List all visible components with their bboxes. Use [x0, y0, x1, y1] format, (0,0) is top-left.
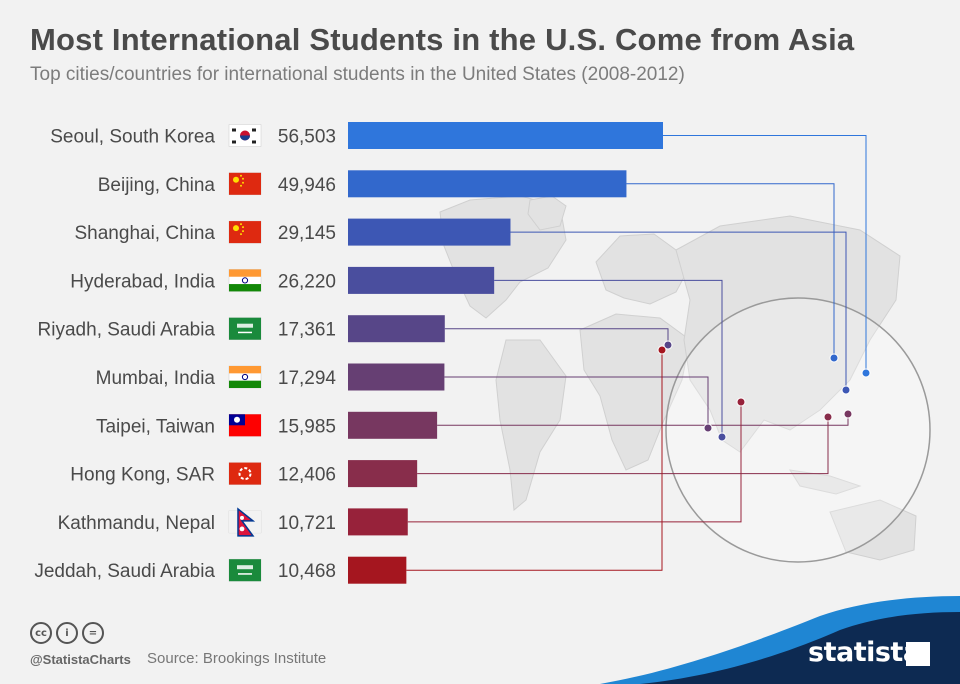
value-label: 29,145 — [278, 223, 336, 244]
category-label: Kathmandu, Nepal — [58, 513, 215, 534]
bar — [348, 266, 495, 294]
south-korea-flag — [228, 124, 262, 147]
china-flag — [228, 220, 262, 244]
license-icons: cc i = — [30, 622, 104, 644]
bar — [348, 315, 445, 343]
value-label: 10,468 — [278, 561, 336, 582]
asia-highlight-circle — [665, 297, 931, 563]
nepal-flag — [228, 507, 262, 537]
value-label: 17,361 — [278, 320, 336, 341]
connector-line — [494, 279, 723, 437]
bar — [348, 460, 418, 488]
category-label: Hong Kong, SAR — [70, 465, 215, 486]
value-label: 12,406 — [278, 465, 336, 486]
category-label: Beijing, China — [98, 175, 216, 196]
city-dots — [657, 340, 871, 442]
city-dot — [829, 353, 839, 363]
connector-line — [407, 402, 742, 523]
map-australia — [829, 499, 917, 561]
city-dot — [657, 345, 667, 355]
china-flag — [228, 172, 262, 196]
bar — [348, 508, 408, 536]
bars — [348, 122, 663, 584]
connector-line — [510, 231, 847, 390]
connector-line — [406, 350, 663, 571]
category-label: Mumbai, India — [96, 368, 216, 389]
city-dot — [861, 368, 871, 378]
source-note: Source: Brookings Institute — [147, 650, 327, 667]
category-label: Shanghai, China — [75, 223, 216, 244]
value-labels: 56,503 49,946 29,145 26,220 17,361 17,294 15,9… — [278, 127, 337, 583]
map-asia — [675, 215, 901, 453]
value-label: 26,220 — [278, 271, 336, 292]
flag-icons — [228, 124, 262, 582]
category-label: Taipei, Taiwan — [96, 416, 215, 437]
bar — [348, 122, 663, 149]
city-dot — [843, 409, 853, 419]
no-derivatives-icon: = — [82, 622, 104, 644]
connector-line — [417, 417, 829, 475]
value-label: 49,946 — [278, 175, 336, 196]
bar — [348, 218, 511, 246]
category-label: Seoul, South Korea — [50, 127, 215, 148]
statista-logo-mark-icon — [906, 642, 930, 666]
saudi-arabia-flag — [228, 317, 262, 340]
chart-title: Most International Students in the U.S. … — [30, 22, 855, 57]
city-dot — [663, 340, 673, 350]
connector-line — [626, 183, 835, 358]
value-label: 17,294 — [278, 368, 337, 389]
connector-line — [444, 376, 709, 428]
hong-kong-flag — [228, 462, 262, 485]
map-europe — [595, 233, 691, 305]
bar — [348, 170, 627, 198]
city-dot — [736, 397, 746, 407]
taiwan-flag — [228, 414, 262, 437]
city-dot — [703, 423, 713, 433]
bar — [348, 363, 445, 391]
twitter-handle: @StatistaCharts — [30, 652, 131, 667]
attribution-icon: i — [56, 622, 78, 644]
bar — [348, 411, 438, 439]
india-flag — [228, 365, 262, 389]
value-label: 10,721 — [278, 513, 336, 534]
category-label: Jeddah, Saudi Arabia — [34, 561, 215, 582]
value-label: 56,503 — [278, 127, 336, 148]
value-label: 15,985 — [278, 416, 336, 437]
india-flag — [228, 269, 262, 292]
bar — [348, 556, 407, 584]
saudi-arabia-flag — [228, 558, 262, 582]
category-labels: Seoul, South Korea Beijing, China Shanghai… — [34, 127, 215, 583]
statista-logo: statista — [808, 637, 921, 668]
chart-subtitle: Top cities/countries for international s… — [30, 64, 685, 85]
map-indonesia — [789, 469, 862, 495]
creative-commons-icon: cc — [30, 622, 52, 644]
city-dot — [717, 432, 727, 442]
city-dot — [841, 385, 851, 395]
category-label: Hyderabad, India — [70, 271, 215, 292]
connector-line — [663, 135, 867, 373]
connector-line — [444, 328, 669, 345]
city-dot — [823, 412, 833, 422]
category-label: Riyadh, Saudi Arabia — [38, 320, 216, 341]
